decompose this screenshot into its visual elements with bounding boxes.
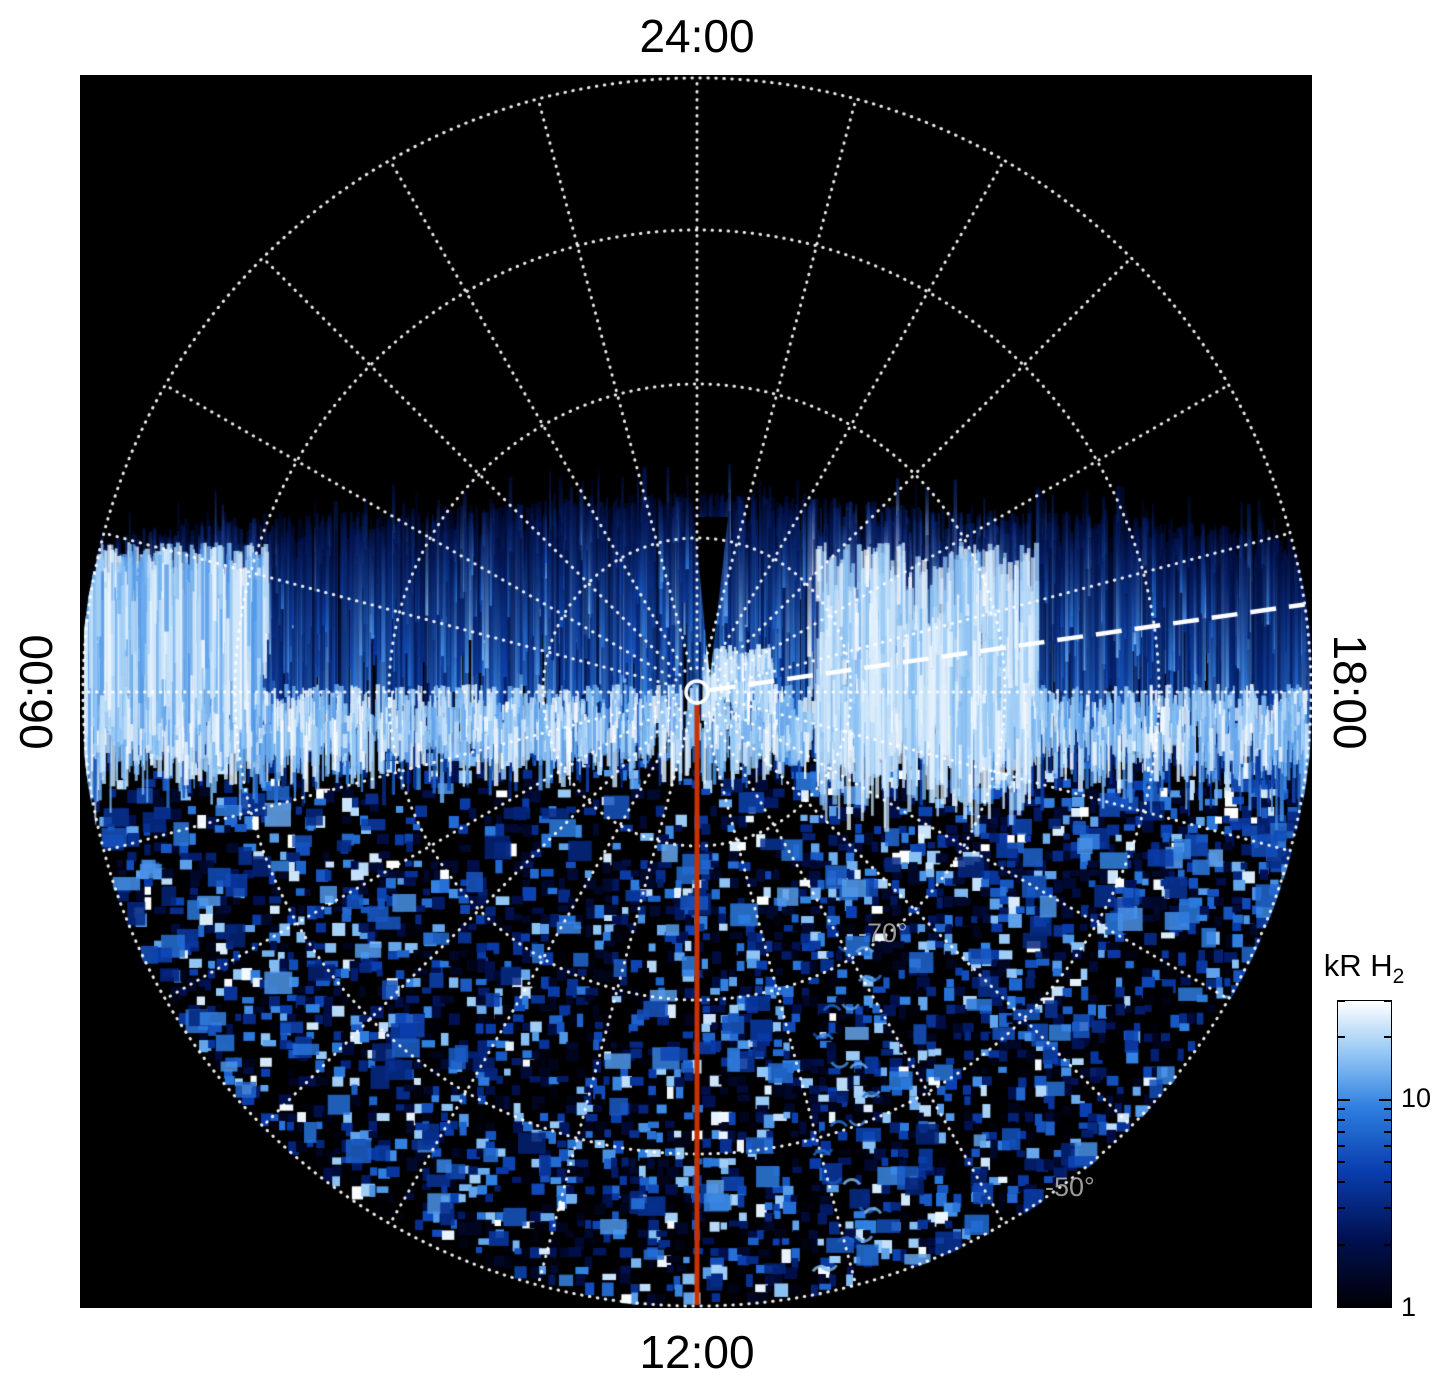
axis-label-1200: 12:00 (639, 1326, 755, 1378)
colorbar-tick (1384, 1181, 1391, 1184)
colorbar-tick (1338, 1036, 1345, 1039)
axis-label-0600: 06:00 (10, 634, 62, 750)
colorbar-tick (1338, 1118, 1345, 1121)
colorbar-title-main: kR H (1323, 948, 1393, 983)
latitude-label-50: -50° (1045, 1172, 1095, 1202)
colorbar-tick (1338, 1098, 1350, 1101)
colorbar-tick (1384, 1130, 1391, 1133)
colorbar-tick (1384, 1036, 1391, 1039)
colorbar-tick (1338, 1306, 1350, 1308)
colorbar-tick (1338, 1000, 1345, 1002)
colorbar-gradient (1337, 1000, 1392, 1308)
colorbar-tick (1338, 1207, 1345, 1210)
colorbar-tick (1379, 1098, 1391, 1101)
colorbar-tick (1384, 1118, 1391, 1121)
plot-area: -70° -50° (80, 75, 1312, 1308)
colorbar-tick (1384, 1161, 1391, 1164)
colorbar-tick (1338, 1161, 1345, 1164)
colorbar: kR H2 10 1 (1324, 948, 1447, 1330)
axis-label-1800: 18:00 (1324, 634, 1376, 750)
colorbar-tick (1338, 1243, 1345, 1246)
colorbar-tick-label-1: 1 (1401, 1292, 1417, 1322)
colorbar-tick (1384, 1108, 1391, 1111)
colorbar-tick-label-10: 10 (1401, 1083, 1432, 1114)
colorbar-tick (1384, 1243, 1391, 1246)
colorbar-tick (1384, 1207, 1391, 1210)
colorbar-title: kR H2 (1324, 948, 1405, 989)
colorbar-tick (1384, 1144, 1391, 1147)
colorbar-tick (1338, 1144, 1345, 1147)
colorbar-tick (1338, 1181, 1345, 1184)
axis-label-2400: 24:00 (639, 10, 755, 62)
polar-plot-canvas (80, 75, 1312, 1308)
colorbar-tick (1338, 1130, 1345, 1133)
colorbar-tick (1384, 1000, 1391, 1002)
colorbar-tick (1379, 1306, 1391, 1308)
latitude-label-70: -70° (858, 918, 908, 948)
colorbar-title-sub: 2 (1392, 965, 1405, 989)
colorbar-tick (1338, 1108, 1345, 1111)
